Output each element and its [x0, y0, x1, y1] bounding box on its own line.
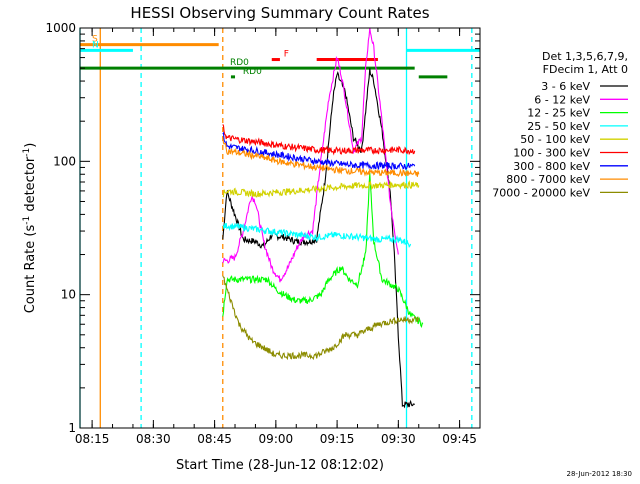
plot-frame — [79, 27, 481, 429]
chart-title: HESSI Observing Summary Count Rates — [130, 4, 429, 22]
flag-label-2: F — [284, 50, 289, 60]
flag-label-1: N — [92, 40, 99, 50]
x-tick-label-3: 09:00 — [259, 432, 294, 446]
x-tick-label-6: 09:45 — [442, 432, 477, 446]
legend-label-5: 100 - 300 keV — [513, 147, 590, 160]
x-tick-label-1: 08:30 — [136, 432, 171, 446]
legend-label-3: 25 - 50 keV — [527, 120, 590, 133]
legend-label-7: 800 - 7000 keV — [506, 173, 590, 186]
legend-label-0: 3 - 6 keV — [541, 80, 590, 93]
series-line-0 — [222, 68, 415, 409]
flag-label-3: RD0 — [230, 58, 249, 68]
x-tick-label-4: 09:15 — [320, 432, 355, 446]
y-axis-label: Count Rate (s-1 detector-1) — [22, 143, 38, 314]
series-line-5 — [222, 124, 416, 156]
legend-label-6: 300 - 800 keV — [513, 160, 590, 173]
series-line-3 — [222, 222, 412, 248]
legend-header-1: FDecim 1, Att 0 — [543, 63, 628, 76]
flag-label-4: RD0 — [243, 67, 262, 77]
x-tick-label-2: 08:45 — [197, 432, 232, 446]
series-line-2 — [222, 173, 424, 328]
legend-header-0: Det 1,3,5,6,7,9, — [542, 50, 628, 63]
flag-label-0: S — [92, 35, 98, 45]
y-tick-label-1: 10 — [61, 288, 76, 302]
legend-label-2: 12 - 25 keV — [527, 107, 590, 120]
legend-label-4: 50 - 100 keV — [520, 133, 590, 146]
series-line-8 — [222, 275, 420, 361]
legend-label-1: 6 - 12 keV — [534, 93, 590, 106]
x-tick-label-0: 08:15 — [75, 432, 110, 446]
y-tick-label-3: 1000 — [45, 21, 76, 35]
y-tick-label-2: 100 — [53, 154, 76, 168]
x-axis-label: Start Time (28-Jun-12 08:12:02) — [176, 458, 384, 473]
series-line-6 — [222, 131, 416, 171]
generation-timestamp: 28-Jun-2012 18:30 — [567, 470, 633, 478]
series-line-1 — [222, 27, 399, 283]
legend-label-8: 7000 - 20000 keV — [492, 186, 590, 199]
legend: Det 1,3,5,6,7,9,FDecim 1, Att 0 3 - 6 keV… — [492, 50, 628, 199]
series-line-7 — [222, 137, 420, 178]
x-tick-label-5: 09:30 — [381, 432, 416, 446]
y-tick-label-0: 1 — [68, 421, 76, 435]
series-line-4 — [222, 180, 420, 199]
